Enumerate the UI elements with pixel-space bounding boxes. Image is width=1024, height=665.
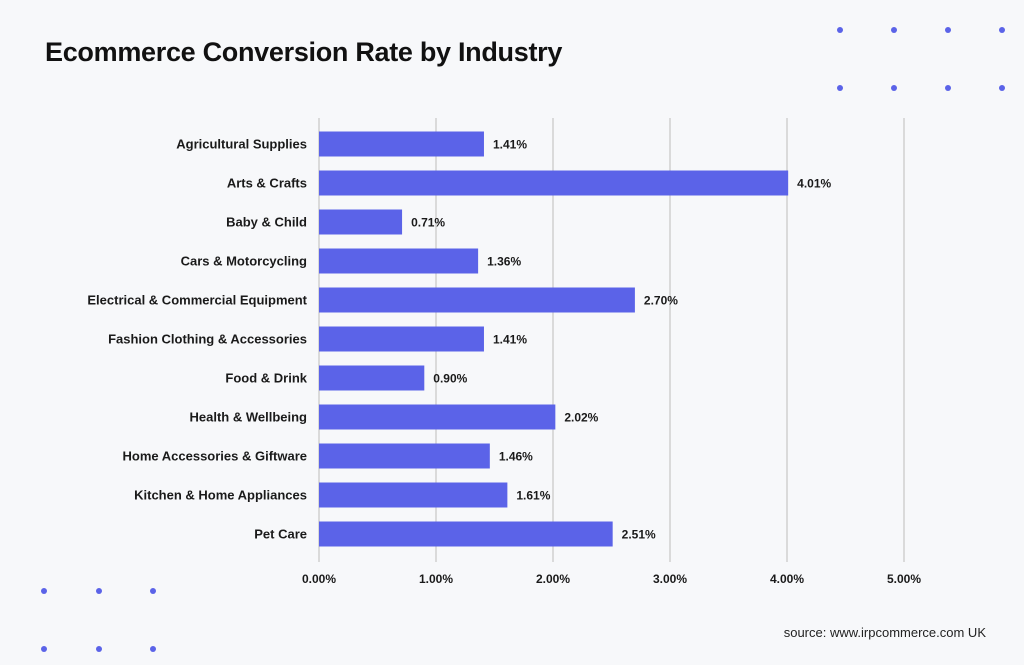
decor-dot <box>891 27 897 33</box>
bar <box>319 326 484 352</box>
decor-dot <box>945 27 951 33</box>
decor-dot <box>945 85 951 91</box>
category-label: Food & Drink <box>225 371 307 386</box>
value-label: 2.70% <box>644 294 678 308</box>
value-label: 0.71% <box>411 216 445 230</box>
category-label: Home Accessories & Giftware <box>123 449 307 464</box>
decor-dot <box>96 646 102 652</box>
decor-dot <box>891 85 897 91</box>
bar <box>319 287 635 313</box>
value-label: 1.46% <box>499 450 533 464</box>
bar <box>319 170 789 196</box>
category-label: Kitchen & Home Appliances <box>134 488 307 503</box>
bar <box>319 365 425 391</box>
value-label: 1.41% <box>493 138 527 152</box>
category-label: Baby & Child <box>226 215 307 230</box>
decor-dot <box>41 646 47 652</box>
value-label: 2.51% <box>622 528 656 542</box>
category-label: Electrical & Commercial Equipment <box>87 293 307 308</box>
bar <box>319 482 508 508</box>
decor-dot <box>837 85 843 91</box>
decor-dot <box>150 588 156 594</box>
x-tick-label: 1.00% <box>419 572 453 586</box>
value-label: 2.02% <box>564 411 598 425</box>
category-label: Fashion Clothing & Accessories <box>108 332 307 347</box>
value-label: 4.01% <box>797 177 831 191</box>
bar <box>319 521 613 547</box>
decor-dot <box>999 85 1005 91</box>
source-note: source: www.irpcommerce.com UK <box>783 625 986 640</box>
decor-dot <box>41 588 47 594</box>
bar <box>319 131 484 157</box>
x-tick-label: 5.00% <box>887 572 921 586</box>
value-label: 1.36% <box>487 255 521 269</box>
x-tick-label: 2.00% <box>536 572 570 586</box>
bar <box>319 443 490 469</box>
decor-dot <box>837 27 843 33</box>
decor-dot <box>999 27 1005 33</box>
category-label: Agricultural Supplies <box>176 137 307 152</box>
category-label: Pet Care <box>254 527 307 542</box>
decor-dot <box>96 588 102 594</box>
value-label: 1.61% <box>516 489 550 503</box>
category-label: Arts & Crafts <box>227 176 307 191</box>
x-tick-label: 3.00% <box>653 572 687 586</box>
bar <box>319 404 556 430</box>
value-label: 0.90% <box>433 372 467 386</box>
x-tick-label: 4.00% <box>770 572 804 586</box>
category-label: Health & Wellbeing <box>190 410 308 425</box>
bar <box>319 248 479 274</box>
category-label: Cars & Motorcycling <box>181 254 307 269</box>
bar <box>319 209 403 235</box>
decor-dot <box>150 646 156 652</box>
x-tick-label: 0.00% <box>302 572 336 586</box>
chart-title: Ecommerce Conversion Rate by Industry <box>45 37 563 67</box>
value-label: 1.41% <box>493 333 527 347</box>
